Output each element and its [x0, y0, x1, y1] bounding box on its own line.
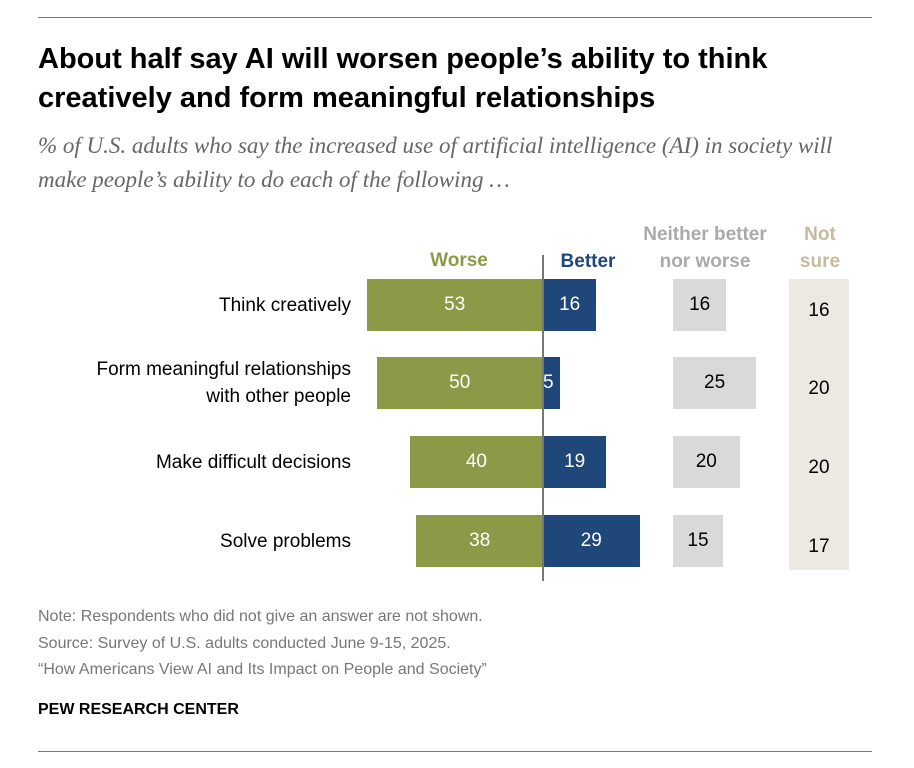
bar-worse: 53 — [366, 279, 543, 331]
bar-better: 29 — [543, 515, 640, 567]
bar-better: 19 — [543, 436, 607, 488]
bar-worse: 50 — [376, 357, 543, 409]
category-label-line: Make difficult decisions — [155, 451, 351, 473]
series-header-line: Not — [804, 224, 836, 245]
value-not-sure: 16 — [808, 300, 830, 321]
footer-note: Note: Respondents who did not give an an… — [38, 608, 483, 625]
category-label: Form meaningful relationships with other … — [96, 356, 351, 410]
category-label: Solve problems — [220, 528, 351, 555]
bar-neither: 20 — [673, 436, 740, 488]
bar-neither: 16 — [673, 279, 727, 331]
series-header-line: nor worse — [659, 251, 751, 272]
series-header-line: Neither better — [643, 224, 767, 245]
zero-axis-line — [542, 255, 544, 581]
series-header-worse: Worse — [400, 247, 518, 274]
category-label-line: Solve problems — [220, 530, 351, 552]
series-header-not-sure: Not sure — [789, 221, 851, 275]
footer-report: “How Americans View AI and Its Impact on… — [38, 661, 487, 678]
series-header-line: Better — [560, 251, 616, 272]
series-header-line: sure — [799, 251, 841, 272]
category-label: Think creatively — [219, 292, 351, 319]
category-label-line: with other people — [206, 386, 351, 407]
bar-better: 5 — [543, 357, 560, 409]
footer-source: Source: Survey of U.S. adults conducted … — [38, 635, 451, 652]
not-sure-column-bg — [789, 279, 849, 570]
category-label: Make difficult decisions — [156, 449, 351, 476]
bar-neither: 25 — [673, 357, 757, 409]
top-rule — [38, 17, 872, 18]
value-not-sure: 20 — [808, 457, 830, 478]
value-not-sure: 17 — [808, 536, 830, 557]
bottom-rule — [38, 751, 872, 752]
category-label-line: Think creatively — [219, 294, 351, 316]
bar-better: 16 — [543, 279, 597, 331]
chart-subtitle: % of U.S. adults who say the increased u… — [38, 133, 833, 192]
series-header-better: Better — [546, 248, 630, 275]
bar-neither: 15 — [673, 515, 723, 567]
chart-title: About half say AI will worsen people’s a… — [38, 43, 768, 114]
category-label-line: Form meaningful relationships — [96, 359, 351, 380]
bar-worse: 40 — [409, 436, 543, 488]
value-not-sure: 20 — [808, 378, 830, 399]
series-header-neither-better-nor-worse: Neither better nor worse — [625, 221, 785, 275]
brand-logo: PEW RESEARCH CENTER — [38, 701, 239, 718]
series-header-line: Worse — [430, 250, 488, 271]
bar-worse: 38 — [416, 515, 543, 567]
